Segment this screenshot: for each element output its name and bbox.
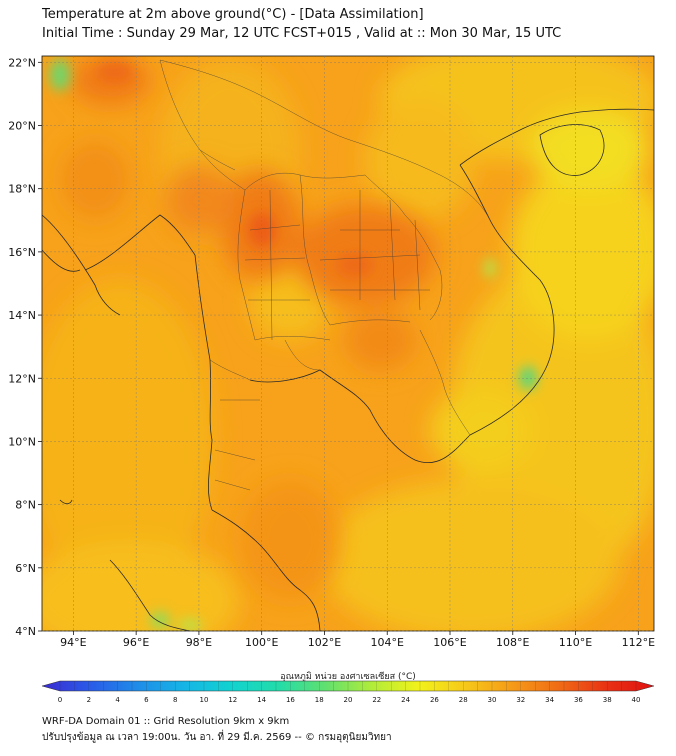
- colorbar-tick-label: 4: [115, 696, 120, 704]
- colorbar-tick-label: 30: [488, 696, 497, 704]
- lat-tick-label: 4°N: [15, 625, 36, 638]
- lon-tick-label: 102°E: [308, 636, 341, 649]
- lat-tick-label: 8°N: [15, 499, 36, 512]
- colorbar-ticks: 0 2 4 6 8 10 12 14 16 18 20 22 24 26 28 30 32 34 36 38 40: [58, 681, 641, 704]
- lat-tick-label: 16°N: [8, 246, 36, 259]
- colorbar-tick-label: 28: [459, 696, 468, 704]
- latitude-axis: 22°N 20°N 18°N 16°N 14°N 12°N 10°N 8°N 6°N 4°N: [8, 56, 42, 638]
- lon-tick-label: 100°E: [245, 636, 278, 649]
- graticule: [42, 56, 654, 632]
- colorbar-tick-label: 38: [603, 696, 612, 704]
- lon-tick-label: 96°E: [123, 636, 149, 649]
- colorbar-tick-label: 0: [58, 696, 62, 704]
- lat-tick-label: 12°N: [8, 372, 36, 385]
- colorbar-tick-label: 8: [173, 696, 177, 704]
- coastlines-borders: [42, 108, 654, 631]
- province-boundaries: [159, 59, 491, 491]
- colorbar-tick-label: 10: [200, 696, 209, 704]
- lat-tick-label: 22°N: [8, 56, 36, 69]
- colorbar-tick-label: 18: [315, 696, 324, 704]
- footer-update-info: ปรับปรุงข้อมูล ณ เวลา 19:00น. วัน อา. ที…: [42, 732, 392, 743]
- chart-subtitle: Initial Time : Sunday 29 Mar, 12 UTC FCS…: [42, 26, 562, 41]
- lat-tick-label: 18°N: [8, 183, 36, 196]
- colorbar-tick-label: 40: [632, 696, 641, 704]
- footer-domain-info: WRF-DA Domain 01 :: Grid Resolution 9km …: [42, 716, 290, 727]
- chart-title: Temperature at 2m above ground(°C) - [Da…: [42, 7, 424, 22]
- colorbar-tick-label: 14: [257, 696, 266, 704]
- colorbar-tick-label: 36: [574, 696, 583, 704]
- lon-tick-label: 104°E: [371, 636, 404, 649]
- lat-tick-label: 14°N: [8, 309, 36, 322]
- lat-tick-label: 6°N: [15, 562, 36, 575]
- colorbar-tick-label: 20: [344, 696, 353, 704]
- colorbar-tick-label: 26: [430, 696, 439, 704]
- lon-tick-label: 98°E: [186, 636, 212, 649]
- colorbar-tick-label: 12: [228, 696, 237, 704]
- temperature-field: [42, 56, 654, 631]
- lat-tick-label: 20°N: [8, 120, 36, 133]
- colorbar-tick-label: 34: [545, 696, 554, 704]
- colorbar-label: อุณหภูมิ หน่วย องศาเซลเซียส (°C): [280, 671, 416, 682]
- colorbar-tick-label: 24: [401, 696, 410, 704]
- lat-tick-label: 10°N: [8, 435, 36, 448]
- lon-tick-label: 106°E: [433, 636, 466, 649]
- lon-tick-label: 110°E: [559, 636, 592, 649]
- longitude-axis: 94°E 96°E 98°E 100°E 102°E 104°E 106°E 108°E 110…: [60, 631, 655, 649]
- colorbar-tick-label: 16: [286, 696, 295, 704]
- lon-tick-label: 94°E: [60, 636, 86, 649]
- lon-tick-label: 112°E: [622, 636, 655, 649]
- colorbar-tick-label: 32: [516, 696, 525, 704]
- colorbar: 0 2 4 6 8 10 12 14 16 18 20 22 24 26 28 30 32 34 36 38 40: [41, 680, 655, 704]
- colorbar-tick-label: 2: [87, 696, 91, 704]
- lon-tick-label: 108°E: [496, 636, 529, 649]
- colorbar-tick-label: 22: [372, 696, 381, 704]
- colorbar-tick-label: 6: [144, 696, 149, 704]
